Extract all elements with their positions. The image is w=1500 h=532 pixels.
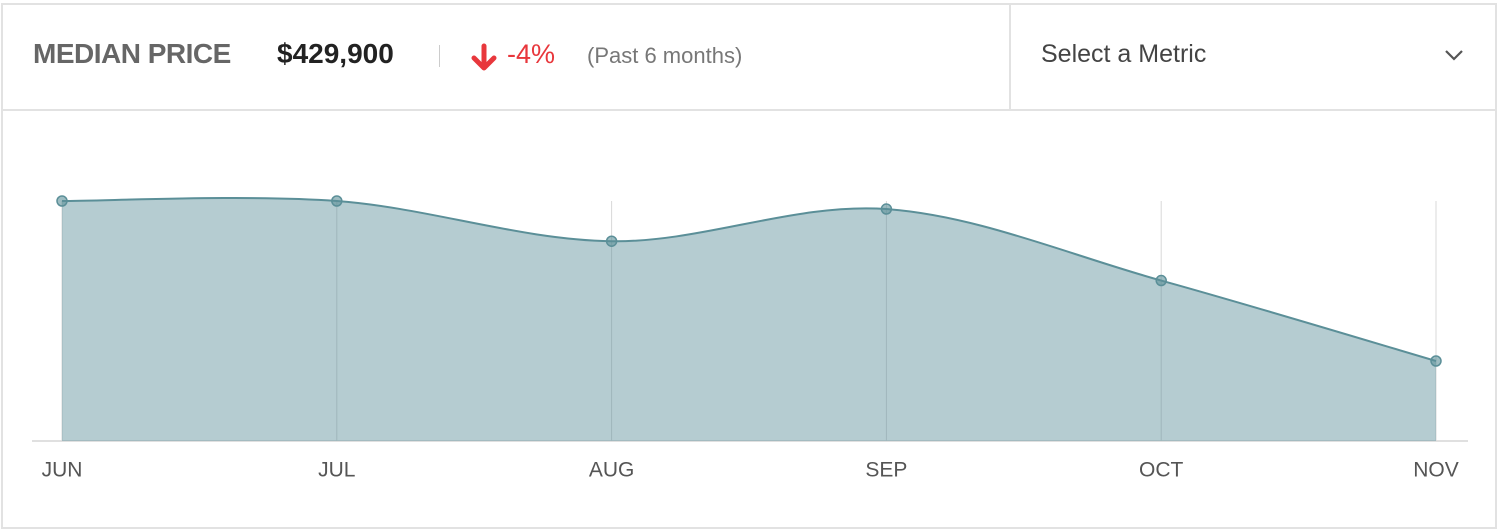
x-tick-label: JUL (318, 459, 355, 482)
point (1430, 355, 1442, 367)
x-tick-label: JUN (42, 459, 83, 482)
metric-value: $429,900 (277, 38, 394, 69)
point (331, 195, 343, 207)
card: MEDIAN PRICE $429,900 -4% (Past 6 months… (1, 3, 1497, 529)
change: -4% (507, 39, 556, 69)
metric-label: MEDIAN PRICE (33, 38, 231, 69)
metric-dropdown[interactable]: Select a Metric (1011, 5, 1495, 111)
separator (439, 45, 440, 67)
dropdown-placeholder: Select a Metric (1041, 40, 1207, 68)
x-tick-label: OCT (1139, 459, 1184, 482)
area (62, 198, 1436, 441)
period: (Past 6 months) (587, 43, 743, 68)
chevron-icon (1445, 50, 1463, 61)
x-tick-label: SEP (865, 459, 907, 482)
point (1155, 274, 1167, 287)
point (605, 235, 618, 247)
x-tick-label: AUG (589, 459, 635, 482)
point (56, 195, 68, 207)
point (880, 203, 893, 215)
down-arrow-icon (471, 43, 497, 71)
x-tick-label: NOV (1413, 459, 1459, 482)
summary-header: MEDIAN PRICE $429,900 -4% (Past 6 months… (3, 5, 1011, 111)
line (61, 197, 1437, 362)
